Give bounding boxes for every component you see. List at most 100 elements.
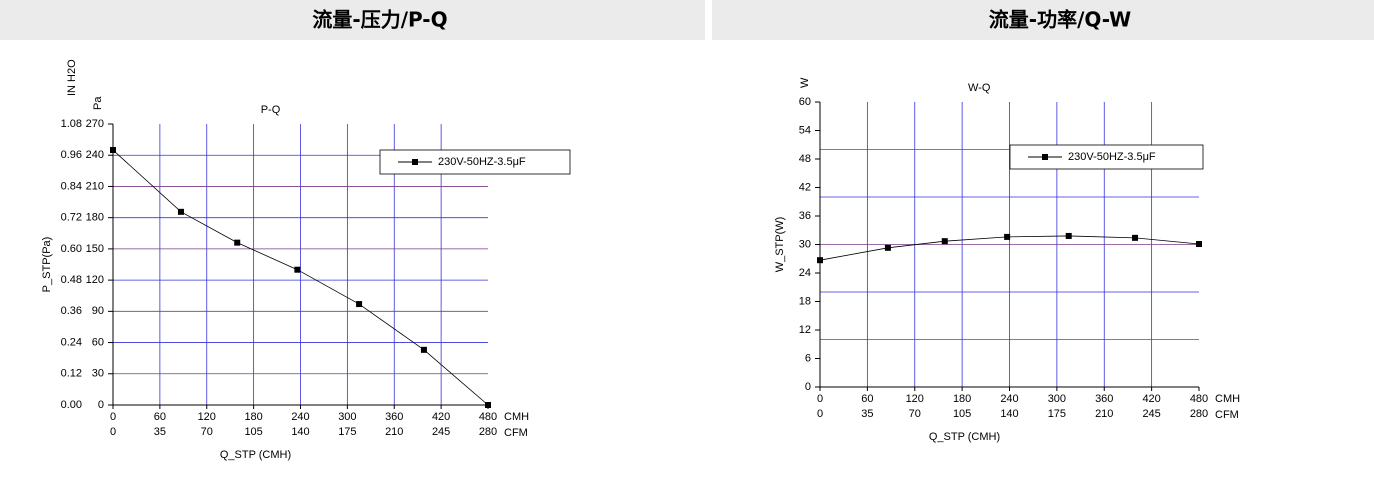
y-tick-label: 42 [799, 181, 811, 193]
x2-unit: CFM [504, 427, 528, 439]
x2-tick-label: 70 [909, 408, 921, 420]
x-axis-label: Q_STP (CMH) [220, 449, 291, 461]
data-point [294, 266, 301, 273]
y-tick-label: 12 [799, 324, 811, 336]
x2-tick-label: 105 [953, 408, 971, 420]
data-point [1132, 234, 1139, 241]
chart-title: W-Q [968, 82, 991, 94]
x-tick-label: 180 [953, 393, 971, 405]
y-unit: W [799, 77, 811, 88]
x2-tick-label: 140 [1000, 408, 1018, 420]
header-bar [712, 0, 1374, 40]
x-tick-label: 180 [244, 411, 262, 423]
data-point [420, 346, 427, 353]
x-tick-label: 240 [291, 411, 309, 423]
legend-label: 230V-50HZ-3.5μF [438, 156, 526, 168]
y-tick-label: 30 [799, 238, 811, 250]
x-tick-label: 300 [1048, 393, 1066, 405]
y-tick-label: 6 [805, 352, 811, 364]
x2-tick-label: 245 [1142, 408, 1160, 420]
panel-title: 流量-压力/P-Q [312, 8, 447, 32]
x-tick-label: 0 [817, 393, 823, 405]
x2-tick-label: 35 [861, 408, 873, 420]
x-tick-label: 480 [479, 411, 497, 423]
data-point [941, 238, 948, 245]
x-tick-label: 60 [861, 393, 873, 405]
x-axis-label: Q_STP (CMH) [929, 431, 1000, 443]
y-axis-label: P_STP(Pa) [41, 237, 53, 293]
x-tick-label: 420 [1142, 393, 1160, 405]
x2-tick-label: 105 [244, 426, 262, 438]
y-tick-label: 210 [86, 180, 104, 192]
data-point [1004, 233, 1011, 240]
legend-label: 230V-50HZ-3.5μF [1068, 151, 1156, 163]
x-tick-label: 300 [338, 411, 356, 423]
y2-tick-label: 0.24 [61, 336, 82, 348]
y-tick-label: 60 [799, 96, 811, 108]
x2-tick-label: 280 [1190, 408, 1208, 420]
y2-tick-label: 1.08 [61, 118, 82, 130]
x2-tick-label: 175 [338, 426, 356, 438]
y2-tick-label: 0.48 [61, 274, 82, 286]
x2-tick-label: 175 [1048, 408, 1066, 420]
data-point [234, 239, 241, 246]
y-tick-label: 24 [799, 267, 811, 279]
data-point [817, 257, 823, 264]
x2-tick-label: 210 [1095, 408, 1113, 420]
y-tick-label: 270 [86, 118, 104, 130]
y-tick-label: 18 [799, 295, 811, 307]
y-tick-label: 30 [92, 368, 104, 380]
x-tick-label: 480 [1190, 393, 1208, 405]
data-point [110, 147, 116, 154]
y-tick-label: 0 [98, 399, 104, 411]
y-tick-label: 48 [799, 153, 811, 165]
x-tick-label: 0 [110, 411, 116, 423]
y-tick-label: 150 [86, 243, 104, 255]
y-unit: Pa [92, 96, 104, 110]
x-tick-label: 240 [1000, 393, 1018, 405]
x-tick-label: 420 [432, 411, 450, 423]
panel-title: 流量-功率/Q-W [989, 8, 1131, 32]
y-tick-label: 120 [86, 274, 104, 286]
x-tick-label: 360 [1095, 393, 1113, 405]
y-tick-label: 180 [86, 212, 104, 224]
x-tick-label: 360 [385, 411, 403, 423]
y-tick-label: 60 [92, 336, 104, 348]
x-unit: CMH [504, 411, 529, 423]
x2-tick-label: 280 [479, 426, 497, 438]
data-point [1196, 241, 1202, 248]
y-tick-label: 54 [799, 124, 811, 136]
x2-tick-label: 0 [817, 408, 823, 420]
chart-title: P-Q [261, 104, 281, 116]
x-tick-label: 120 [198, 411, 216, 423]
x2-tick-label: 140 [291, 426, 309, 438]
data-point [356, 301, 363, 308]
y-tick-label: 240 [86, 149, 104, 161]
header-bar [0, 0, 705, 40]
y2-tick-label: 0.36 [61, 305, 82, 317]
data-point [884, 244, 891, 251]
y-tick-label: 0 [805, 381, 811, 393]
x2-tick-label: 35 [154, 426, 166, 438]
y-tick-label: 36 [799, 210, 811, 222]
data-point [485, 402, 491, 408]
legend-marker [1042, 154, 1048, 160]
x2-tick-label: 0 [110, 426, 116, 438]
y2-unit: IN H2O [66, 59, 78, 96]
y-axis-label: W_STP(W) [774, 217, 786, 273]
x-unit: CMH [1215, 393, 1240, 405]
x-tick-label: 120 [906, 393, 924, 405]
x2-tick-label: 245 [432, 426, 450, 438]
x2-tick-label: 70 [201, 426, 213, 438]
data-point [177, 208, 184, 215]
legend-marker [412, 159, 418, 165]
y2-tick-label: 0.72 [61, 212, 82, 224]
y2-tick-label: 0.00 [61, 399, 82, 411]
y2-tick-label: 0.60 [61, 243, 82, 255]
data-point [1065, 232, 1072, 239]
y2-tick-label: 0.96 [61, 149, 82, 161]
x-tick-label: 60 [154, 411, 166, 423]
y2-tick-label: 0.12 [61, 368, 82, 380]
